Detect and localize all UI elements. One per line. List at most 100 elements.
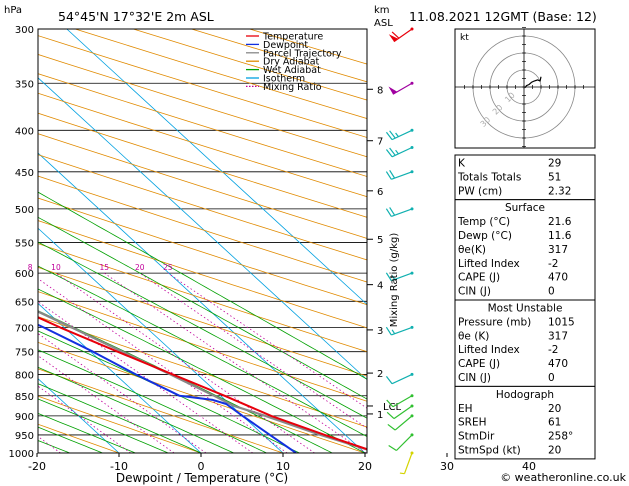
mixing-ratio-line: [104, 272, 367, 453]
wind-barb-flag: [385, 149, 393, 158]
wind-barb-flag: [385, 208, 392, 217]
surface-row-label: θe(K): [458, 244, 486, 256]
wind-barb-shaft: [394, 415, 413, 431]
pressure-tick-label: 1000: [9, 449, 34, 460]
x-tick-label: 0: [198, 460, 205, 473]
isotherm-line: [38, 77, 367, 381]
legend-label: Temperature: [262, 32, 323, 43]
mixing-ratio-tick-label: 25: [163, 263, 173, 272]
wet-adiabat-line: [38, 241, 367, 419]
dry-adiabat-line: [38, 133, 367, 239]
x-tick-label: 30: [440, 460, 454, 473]
legend-label: Dry Adiabat: [263, 57, 320, 68]
wind-barb-dot: [410, 27, 414, 31]
pressure-tick-label: 800: [15, 370, 34, 381]
wind-barb-dot: [410, 271, 414, 275]
wind-barb-shaft: [396, 434, 413, 451]
pressure-tick-label: 450: [15, 168, 34, 179]
wind-barb-shaft: [393, 28, 413, 43]
hodograph-table-row-value: 20: [548, 445, 561, 457]
location-title: 54°45'N 17°32'E 2m ASL: [58, 9, 214, 24]
pressure-axis: 300 350 400 450 500 550 600 650 700 750 800 850 900 9…: [9, 25, 34, 460]
wind-barb-dot: [410, 433, 414, 437]
hodograph-table-title: Hodograph: [496, 389, 554, 401]
isotherm-line: [66, 29, 367, 305]
hodograph-table-row-label: StmSpd (kt): [458, 445, 521, 457]
wind-barb: [388, 433, 414, 451]
hodograph-table-row-label: SREH: [458, 417, 487, 429]
mixing-ratio-line: [167, 272, 367, 409]
surface-row-label: Temp (°C): [457, 216, 510, 228]
wind-barb-shaft: [392, 395, 413, 408]
dry-adiabat-line: [38, 266, 367, 377]
surface-row-value: 0: [548, 286, 555, 298]
pressure-tick-label: 850: [15, 392, 34, 403]
height-tick-label: 2: [377, 369, 383, 380]
pressure-tick-label: 700: [15, 323, 34, 334]
wind-barb-halfflag: [399, 472, 405, 475]
pressure-tick-label: 600: [15, 269, 34, 280]
wind-barb-dot: [410, 414, 414, 418]
mixing-ratio-tick-label: 15: [100, 263, 110, 272]
wind-barb: [385, 128, 414, 141]
wind-barb: [387, 414, 414, 431]
indices-row-label: K: [458, 158, 466, 170]
wind-barb: [385, 207, 414, 217]
x-axis-label: Dewpoint / Temperature (°C): [116, 471, 288, 485]
wind-barb-flag: [388, 445, 397, 451]
most-unstable-title: Most Unstable: [488, 303, 563, 315]
wind-barb: [386, 404, 414, 420]
surface-row-value: 21.6: [548, 216, 572, 228]
hodograph-table-row-label: EH: [458, 403, 473, 415]
wind-barb-shaft: [391, 272, 413, 282]
dry-adiabat-line: [38, 92, 367, 198]
wind-barb-dot: [410, 170, 414, 174]
wind-barb-dot: [410, 394, 414, 398]
surface-row-value: -2: [548, 258, 558, 270]
pressure-tick-label: 900: [15, 412, 34, 423]
wind-barb-shaft: [393, 405, 413, 420]
wind-barb-pennant: [388, 34, 399, 42]
wind-barb-flag: [386, 399, 394, 408]
mixing-ratio-tick-label: 20: [135, 263, 145, 272]
surface-row-label: Dewp (°C): [458, 230, 512, 242]
wet-adiabat-line: [38, 288, 366, 453]
dry-adiabat-line: [38, 316, 367, 428]
indices-row-label: Totals Totals: [457, 171, 521, 183]
wet-adiabat-line: [38, 366, 234, 453]
mixing-ratio-tick-label: 8: [28, 263, 33, 272]
height-tick-label: 3: [377, 326, 383, 337]
indices-row-label: PW (cm): [458, 185, 502, 197]
wind-barb-dot: [410, 207, 414, 211]
wind-barb: [385, 271, 414, 282]
hodograph-kt-label: kt: [460, 33, 469, 43]
wind-barb-flag: [389, 130, 396, 139]
surface-row-value: 470: [548, 272, 568, 284]
pressure-tick-label: 400: [15, 126, 34, 137]
x-tick-label: 10: [276, 460, 290, 473]
pressure-tick-label: 350: [15, 79, 34, 90]
wind-barb-shaft: [391, 373, 413, 385]
wind-barb-flag: [385, 272, 392, 281]
wind-barb-halfflag: [391, 275, 396, 280]
x-tick-label: -20: [28, 460, 46, 473]
wind-barb: [388, 27, 414, 43]
height-tick-label: 7: [377, 137, 383, 148]
hodograph-table-row-label: StmDir: [458, 431, 495, 443]
height-tick-label: 6: [377, 187, 383, 198]
legend-label: Isotherm: [263, 74, 305, 85]
isotherm-line: [38, 302, 202, 453]
hodograph-table-row-value: 20: [548, 403, 561, 415]
wet-adiabat-line: [38, 265, 367, 438]
wind-barb-dot: [410, 325, 414, 329]
wind-barb-shaft: [391, 326, 413, 336]
hodograph-frame: [454, 28, 596, 149]
wet-adiabat-line: [38, 216, 367, 400]
legend-label: Wet Adiabat: [263, 65, 321, 76]
most-unstable-row-value: 1015: [548, 316, 575, 328]
surface-row-value: 11.6: [548, 230, 572, 242]
isotherm-line: [38, 227, 284, 453]
